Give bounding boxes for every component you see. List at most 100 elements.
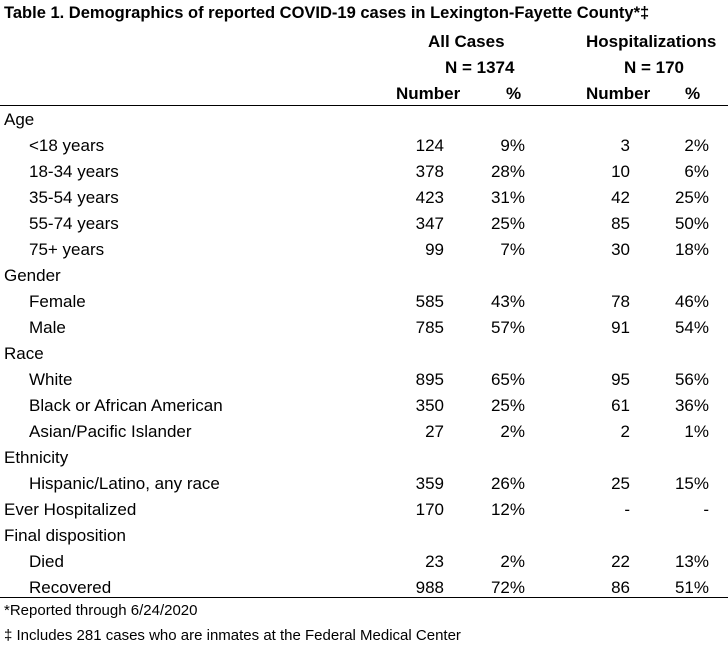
cell-all-number: 124 (415, 136, 444, 155)
row-label: 55-74 years (29, 214, 119, 233)
cell-all-number: 23 (425, 552, 444, 571)
row-label: Ever Hospitalized (4, 500, 137, 519)
header-hospitalizations-n: N = 170 (624, 58, 685, 77)
row-label: <18 years (29, 136, 105, 155)
cell-hosp-percent: 56% (674, 370, 709, 389)
cell-all-number: 359 (415, 474, 444, 493)
table-row: Hispanic/Latino, any race 359 26% 25 15% (0, 471, 728, 497)
cell-hosp-percent: 1% (684, 422, 709, 441)
header-rule (0, 105, 728, 106)
header-all-cases-n: N = 1374 (445, 58, 515, 77)
section-row: Final disposition (0, 523, 728, 549)
cell-all-number: 585 (415, 292, 444, 311)
cell-all-number: 99 (425, 240, 444, 259)
row-label: Race (4, 344, 44, 363)
col-header-percent-hosp: % (685, 84, 701, 103)
cell-hosp-percent: - (703, 500, 709, 519)
cell-all-number: 378 (415, 162, 444, 181)
cell-hosp-percent: 54% (674, 318, 709, 337)
cell-hosp-number: 61 (611, 396, 630, 415)
row-label: Age (4, 110, 35, 129)
table-row: Asian/Pacific Islander 27 2% 2 1% (0, 419, 728, 445)
table-row: 18-34 years 378 28% 10 6% (0, 159, 728, 185)
footnote-inmates: ‡ Includes 281 cases who are inmates at … (4, 627, 461, 644)
row-label: 75+ years (29, 240, 105, 259)
cell-hosp-number: 86 (611, 578, 630, 597)
row-label: Female (29, 292, 86, 311)
cell-hosp-percent: 46% (674, 292, 709, 311)
row-label: Recovered (29, 578, 112, 597)
table-row: 75+ years 99 7% 30 18% (0, 237, 728, 263)
cell-hosp-number: 22 (611, 552, 630, 571)
cell-hosp-number: 91 (611, 318, 630, 337)
table-row: Black or African American 350 25% 61 36% (0, 393, 728, 419)
table-row: Female 585 43% 78 46% (0, 289, 728, 315)
cell-all-percent: 26% (490, 474, 525, 493)
table-row: <18 years 124 9% 3 2% (0, 133, 728, 159)
row-label: Hispanic/Latino, any race (29, 474, 220, 493)
cell-hosp-number: 10 (611, 162, 630, 181)
cell-all-percent: 25% (490, 214, 525, 233)
cell-hosp-percent: 13% (674, 552, 709, 571)
cell-all-number: 350 (415, 396, 444, 415)
cell-hosp-percent: 15% (674, 474, 709, 493)
cell-hosp-percent: 18% (674, 240, 709, 259)
row-label: Final disposition (4, 526, 126, 545)
table-row: Male 785 57% 91 54% (0, 315, 728, 341)
cell-all-number: 423 (415, 188, 444, 207)
cell-hosp-percent: 2% (684, 136, 709, 155)
cell-all-percent: 9% (500, 136, 525, 155)
cell-all-percent: 7% (500, 240, 525, 259)
cell-all-percent: 43% (490, 292, 525, 311)
table-row: 55-74 years 347 25% 85 50% (0, 211, 728, 237)
footnote-reported: *Reported through 6/24/2020 (4, 602, 198, 619)
cell-hosp-number: 30 (611, 240, 630, 259)
table-title: Table 1. Demographics of reported COVID-… (4, 4, 650, 22)
table-row: 35-54 years 423 31% 42 25% (0, 185, 728, 211)
header-all-cases: All Cases (428, 32, 505, 51)
cell-all-percent: 72% (490, 578, 525, 597)
table-row: Died 23 2% 22 13% (0, 549, 728, 575)
cell-hosp-number: 95 (611, 370, 630, 389)
cell-all-percent: 57% (490, 318, 525, 337)
cell-hosp-percent: 51% (674, 578, 709, 597)
cell-hosp-percent: 25% (674, 188, 709, 207)
row-label: Gender (4, 266, 61, 285)
section-row: Gender (0, 263, 728, 289)
col-header-number-all: Number (396, 84, 461, 103)
row-label: Male (29, 318, 66, 337)
row-label: Black or African American (29, 396, 223, 415)
cell-all-percent: 2% (500, 422, 525, 441)
cell-all-number: 988 (415, 578, 444, 597)
header-hospitalizations: Hospitalizations (586, 32, 717, 51)
cell-hosp-number: 3 (620, 136, 630, 155)
row-label: Died (29, 552, 64, 571)
section-row: Ever Hospitalized 170 12% - - (0, 497, 728, 523)
cell-hosp-percent: 6% (684, 162, 709, 181)
cell-all-number: 170 (415, 500, 444, 519)
cell-all-number: 347 (415, 214, 444, 233)
cell-all-number: 895 (415, 370, 444, 389)
cell-all-percent: 2% (500, 552, 525, 571)
cell-hosp-number: 85 (611, 214, 630, 233)
cell-hosp-percent: 36% (674, 396, 709, 415)
cell-all-percent: 12% (490, 500, 525, 519)
col-header-percent-all: % (506, 84, 522, 103)
col-header-number-hosp: Number (586, 84, 651, 103)
footer-rule (0, 597, 728, 598)
cell-all-percent: 25% (490, 396, 525, 415)
row-label: Asian/Pacific Islander (29, 422, 192, 441)
table-row: White 895 65% 95 56% (0, 367, 728, 393)
row-label: 18-34 years (29, 162, 119, 181)
section-row: Ethnicity (0, 445, 728, 471)
cell-hosp-percent: 50% (674, 214, 709, 233)
cell-all-number: 27 (425, 422, 444, 441)
cell-hosp-number: 42 (611, 188, 630, 207)
section-row: Age (0, 107, 728, 133)
row-label: Ethnicity (4, 448, 69, 467)
cell-hosp-number: 25 (611, 474, 630, 493)
cell-all-percent: 28% (490, 162, 525, 181)
row-label: 35-54 years (29, 188, 119, 207)
row-label: White (29, 370, 73, 389)
cell-all-percent: 65% (490, 370, 525, 389)
